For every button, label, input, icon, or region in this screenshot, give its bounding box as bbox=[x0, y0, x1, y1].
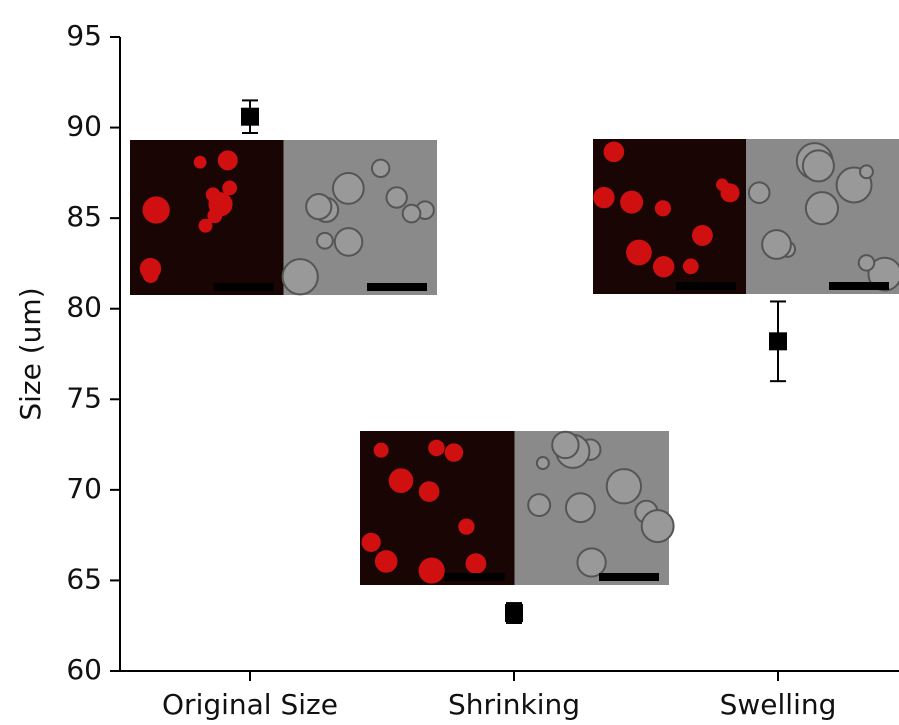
inset-image bbox=[130, 140, 437, 296]
droplet bbox=[654, 200, 672, 217]
droplet bbox=[535, 456, 550, 471]
droplet bbox=[385, 186, 408, 209]
y-tick-label: 90 bbox=[66, 110, 102, 143]
x-tick-label: Swelling bbox=[720, 688, 837, 721]
droplet bbox=[217, 150, 238, 171]
droplet bbox=[208, 192, 233, 217]
droplet bbox=[859, 164, 874, 180]
droplet bbox=[388, 468, 414, 493]
y-tick-label: 60 bbox=[66, 653, 102, 686]
droplet bbox=[418, 557, 445, 584]
droplet bbox=[747, 181, 771, 204]
droplet bbox=[401, 203, 422, 224]
insets bbox=[130, 139, 899, 585]
y-tick-label: 70 bbox=[66, 472, 102, 505]
droplet bbox=[444, 443, 464, 462]
droplet bbox=[564, 492, 596, 524]
droplet bbox=[315, 231, 334, 250]
droplet bbox=[682, 258, 699, 275]
marker bbox=[769, 332, 787, 351]
droplet bbox=[801, 149, 835, 183]
x-tick-label: Shrinking bbox=[448, 688, 580, 721]
droplet bbox=[370, 158, 391, 179]
x-tick-label: Original Size bbox=[162, 688, 338, 721]
y-tick-label: 85 bbox=[66, 200, 102, 233]
droplet bbox=[222, 180, 238, 196]
droplet bbox=[716, 178, 729, 191]
droplet bbox=[374, 550, 398, 573]
droplet bbox=[465, 553, 487, 574]
droplet bbox=[804, 191, 839, 226]
droplet bbox=[652, 256, 675, 278]
scale-bar bbox=[676, 282, 736, 290]
droplet bbox=[418, 481, 440, 502]
droplet bbox=[761, 229, 792, 260]
droplet bbox=[428, 439, 445, 457]
droplet bbox=[603, 141, 625, 163]
y-tick-label: 80 bbox=[66, 291, 102, 324]
droplet bbox=[620, 190, 644, 214]
scale-bar bbox=[444, 573, 505, 581]
droplet bbox=[626, 239, 652, 266]
droplet bbox=[333, 227, 364, 257]
marker bbox=[241, 107, 259, 126]
scale-bar bbox=[213, 283, 274, 291]
inset-image bbox=[593, 139, 899, 294]
droplet bbox=[193, 155, 207, 169]
marker bbox=[505, 604, 523, 623]
droplet bbox=[281, 258, 319, 296]
droplet bbox=[691, 225, 713, 246]
droplet bbox=[576, 547, 607, 578]
droplet bbox=[593, 186, 615, 209]
y-tick-label: 75 bbox=[66, 381, 102, 414]
droplet bbox=[198, 218, 213, 233]
droplet bbox=[857, 254, 876, 272]
droplet bbox=[373, 442, 389, 458]
droplet bbox=[605, 468, 643, 505]
y-tick-label: 65 bbox=[66, 562, 102, 595]
droplet bbox=[458, 518, 475, 535]
y-axis-label: Size (um) bbox=[14, 287, 47, 420]
inset-image bbox=[360, 430, 675, 585]
droplet bbox=[551, 430, 580, 460]
droplet bbox=[361, 532, 381, 552]
droplet bbox=[527, 493, 552, 518]
droplet bbox=[331, 172, 365, 205]
y-tick-label: 95 bbox=[66, 19, 102, 52]
scale-bar bbox=[367, 283, 427, 291]
droplet bbox=[640, 509, 675, 544]
scale-bar bbox=[599, 573, 659, 581]
scale-bar bbox=[829, 282, 889, 290]
droplet bbox=[305, 192, 333, 221]
droplet bbox=[142, 267, 159, 283]
droplet bbox=[142, 196, 170, 224]
